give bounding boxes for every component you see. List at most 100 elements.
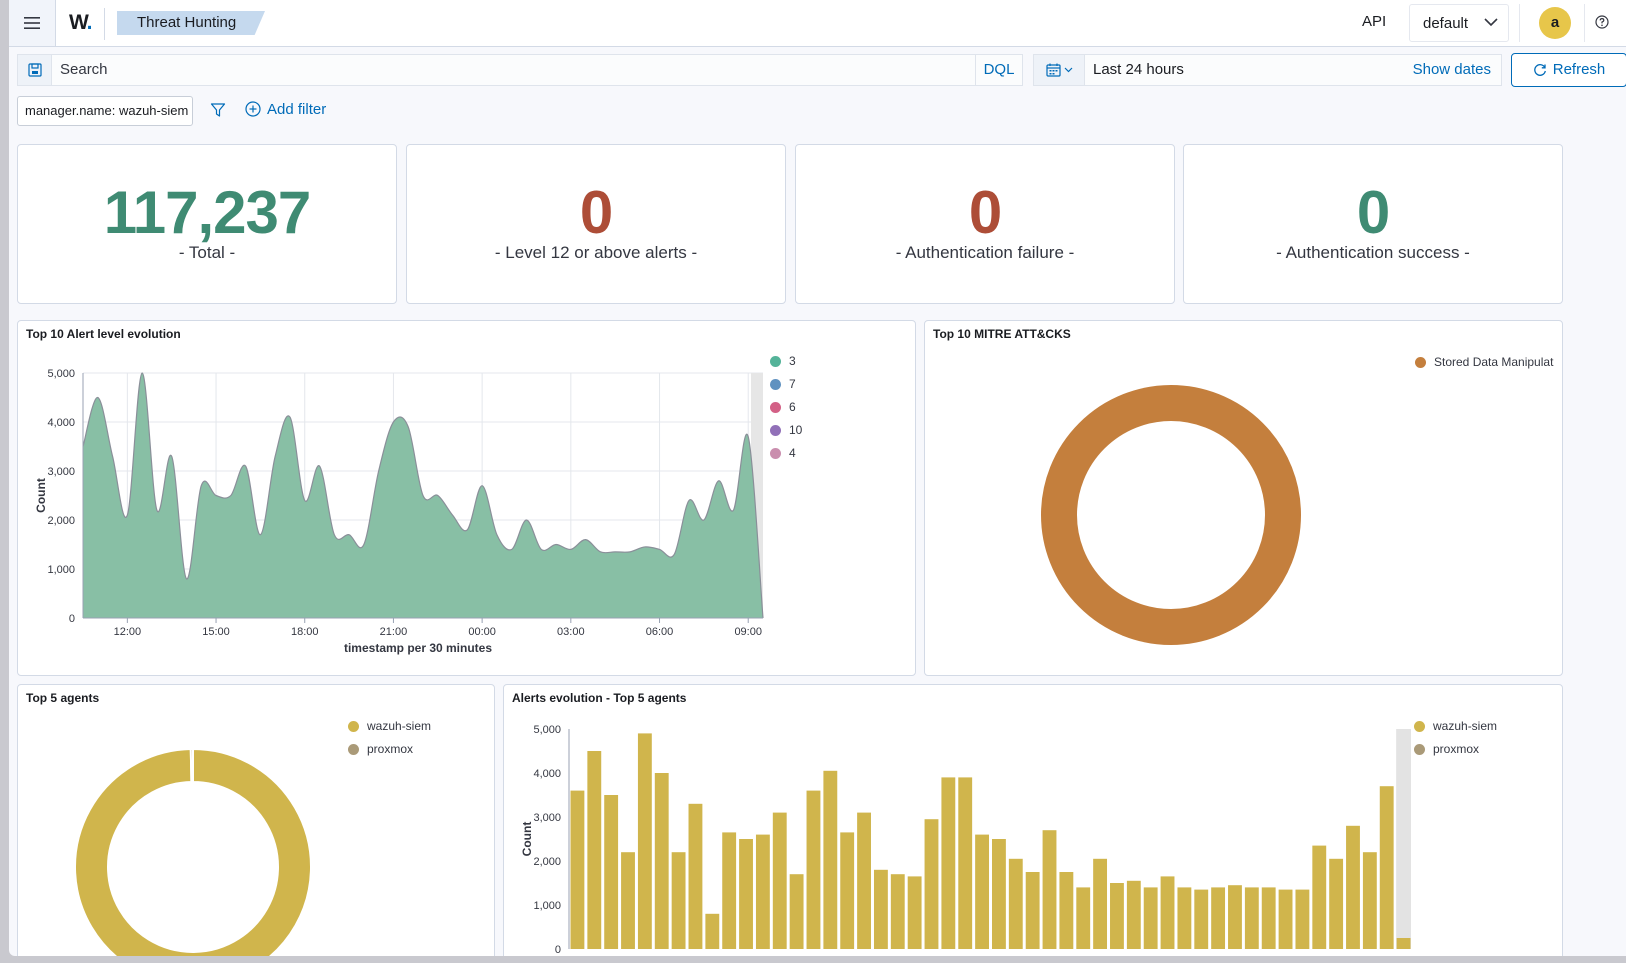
legend-item[interactable]: 4 (770, 446, 802, 469)
bar-wazuh-siem (873, 869, 888, 949)
mitre-panel: Top 10 MITRE ATT&CKS Stored Data Manipul… (924, 320, 1563, 676)
top-header: W. Threat Hunting API default a (9, 0, 1626, 47)
bar-wazuh-siem (1177, 887, 1192, 949)
legend-label: Stored Data Manipulat (1434, 355, 1554, 369)
bar-wazuh-siem (1076, 887, 1091, 949)
app-logo[interactable]: W. (69, 11, 92, 34)
show-dates-link[interactable]: Show dates (1412, 61, 1491, 78)
bar-wazuh-siem (1261, 887, 1276, 949)
refresh-button[interactable]: Refresh (1511, 53, 1626, 87)
breadcrumb-threat-hunting[interactable]: Threat Hunting (117, 11, 265, 35)
bar-wazuh-siem (570, 790, 585, 949)
legend-dot-icon (770, 425, 781, 436)
bar-wazuh-siem (1126, 880, 1141, 949)
menu-button[interactable] (9, 0, 56, 46)
alert-level-panel: Top 10 Alert level evolution 0 1,000 2,000… (17, 320, 916, 676)
legend-dot-icon (770, 356, 781, 367)
agents-evolution-legend: wazuh-siem proxmox (1414, 719, 1497, 765)
help-icon[interactable] (1595, 15, 1609, 29)
bar-wazuh-siem (1194, 889, 1209, 949)
bar-wazuh-siem (755, 834, 770, 949)
legend-label: wazuh-siem (1433, 719, 1498, 733)
metric-total-value[interactable]: 117,237 (103, 179, 312, 246)
metric-total-panel: 117,237 - Total - (17, 144, 397, 304)
agents-evolution-bar-chart[interactable]: 0 1,000 2,000 3,000 4,000 5,000 Count (504, 685, 1414, 956)
x-tick-label: 15:00 (202, 626, 230, 638)
legend-dot-icon (1415, 357, 1426, 368)
panel-title: Top 10 Alert level evolution (26, 327, 181, 341)
bar-wazuh-siem (1059, 872, 1074, 949)
metric-auth-success-value[interactable]: 0 (1356, 179, 1390, 246)
legend-label: 3 (789, 354, 796, 368)
area-line-series-3 (82, 372, 764, 619)
filter-bar: manager.name: wazuh-siem Add filter (9, 96, 1626, 130)
bar-wazuh-siem (789, 874, 804, 949)
query-language-button[interactable]: DQL (975, 54, 1023, 86)
legend-item[interactable]: proxmox (348, 742, 431, 765)
bar-wazuh-siem (1362, 852, 1377, 949)
metric-auth-failure-value[interactable]: 0 (968, 179, 1002, 246)
bar-wazuh-siem (1160, 876, 1175, 949)
saved-queries-button[interactable] (17, 54, 51, 86)
bar-wazuh-siem (671, 852, 686, 949)
bar-wazuh-siem (587, 751, 602, 949)
search-input[interactable]: Search (51, 54, 976, 86)
api-select[interactable]: default (1409, 4, 1509, 42)
app-window: W. Threat Hunting API default a Search (9, 0, 1626, 956)
chevron-down-icon (1484, 18, 1498, 27)
x-tick-label: 09:00 (734, 626, 762, 638)
bar-wazuh-siem (1295, 889, 1310, 949)
bar-wazuh-siem (705, 913, 720, 949)
x-tick-label: 06:00 (646, 626, 674, 638)
bar-wazuh-siem (722, 832, 737, 949)
y-tick-label: 5,000 (533, 724, 561, 736)
legend-item[interactable]: proxmox (1414, 742, 1497, 765)
legend-item[interactable]: 7 (770, 377, 802, 400)
api-label: API (1362, 13, 1387, 30)
bar-wazuh-siem (1042, 830, 1057, 949)
bar-wazuh-siem (739, 839, 753, 949)
legend-label: wazuh-siem (367, 719, 432, 733)
header-divider (1584, 4, 1585, 42)
x-axis-title: timestamp per 30 minutes (344, 641, 492, 655)
bar-wazuh-siem (1379, 786, 1394, 949)
time-range-picker[interactable]: Last 24 hours Show dates (1084, 54, 1502, 86)
add-filter-button[interactable]: Add filter (245, 101, 326, 118)
filter-pill-manager-name[interactable]: manager.name: wazuh-siem (17, 96, 193, 126)
user-avatar[interactable]: a (1539, 7, 1571, 39)
top-agents-panel: Top 5 agents wazuh-siem proxmox (17, 684, 495, 956)
legend-item[interactable]: wazuh-siem (1414, 719, 1497, 742)
metric-level12-value[interactable]: 0 (579, 179, 613, 246)
refresh-icon (1533, 64, 1546, 76)
bar-wazuh-siem (621, 852, 635, 949)
mitre-donut-chart[interactable] (1021, 365, 1321, 665)
bar-wazuh-siem (857, 812, 871, 949)
bar-wazuh-siem (1396, 938, 1411, 949)
header-divider (1519, 4, 1520, 42)
filter-icon[interactable] (210, 102, 226, 118)
add-filter-label: Add filter (267, 101, 327, 118)
legend-item[interactable]: 6 (770, 400, 802, 423)
x-tick-label: 21:00 (380, 626, 408, 638)
legend-label: proxmox (1433, 742, 1480, 756)
legend-item[interactable]: 3 (770, 354, 802, 377)
current-bucket-shade (1396, 729, 1411, 949)
legend-item[interactable]: Stored Data Manipulat (1415, 355, 1557, 378)
x-tick-label: 18:00 (291, 626, 319, 638)
top-agents-donut-chart[interactable] (55, 721, 315, 956)
plus-circle-icon (245, 101, 261, 117)
legend-item[interactable]: wazuh-siem (348, 719, 431, 742)
y-tick-label: 4,000 (533, 768, 561, 780)
donut-slice (1041, 385, 1301, 645)
y-tick-label: 0 (555, 944, 561, 956)
bar-wazuh-siem (1329, 858, 1344, 949)
mitre-legend: Stored Data Manipulat (1415, 355, 1557, 378)
y-tick-label: 1,000 (47, 564, 75, 576)
api-select-value: default (1423, 15, 1469, 32)
quick-select-button[interactable] (1033, 54, 1085, 86)
alert-level-area-chart[interactable]: 0 1,000 2,000 3,000 4,000 5,000 12:00 15:00 18:0… (18, 333, 778, 673)
y-axis-title: Count (34, 478, 48, 513)
y-tick-label: 4,000 (47, 417, 75, 429)
legend-item[interactable]: 10 (770, 423, 802, 446)
header-divider (104, 8, 105, 40)
